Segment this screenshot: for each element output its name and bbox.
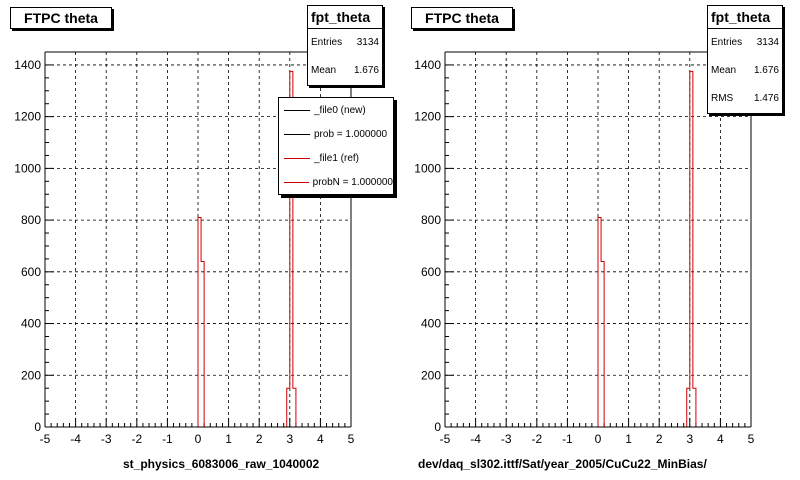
y-tick-label: 1400 bbox=[14, 58, 41, 72]
legend: _file0 (new) prob = 1.000000 _file1 (ref… bbox=[278, 97, 394, 195]
y-tick-label: 0 bbox=[34, 420, 41, 434]
legend-label: probN = 1.000000 bbox=[312, 176, 393, 188]
x-tick-label: -4 bbox=[470, 432, 481, 446]
x-tick-label: 3 bbox=[686, 432, 693, 446]
right-stats-rms: 1.476 bbox=[753, 93, 779, 104]
legend-swatch bbox=[284, 133, 310, 135]
histogram-bin bbox=[293, 388, 296, 427]
y-tick-label: 800 bbox=[21, 213, 41, 227]
legend-entry: probN = 1.000000 bbox=[279, 170, 393, 194]
y-tick-label: 200 bbox=[21, 368, 41, 382]
legend-label: _file1 (ref) bbox=[314, 152, 360, 164]
x-tick-label: 3 bbox=[286, 432, 293, 446]
left-stats-entries: 3134 bbox=[356, 37, 379, 48]
y-tick-label: 1200 bbox=[14, 110, 41, 124]
x-tick-label: 0 bbox=[195, 432, 202, 446]
histogram-series bbox=[445, 70, 751, 428]
histogram-bin bbox=[690, 71, 693, 427]
left-stats-mean: 1.676 bbox=[353, 65, 379, 76]
legend-entry: prob = 1.000000 bbox=[279, 122, 393, 146]
left-histogram-title: FTPC theta bbox=[10, 7, 112, 29]
histogram-bin bbox=[687, 388, 690, 427]
x-tick-label: 5 bbox=[348, 432, 355, 446]
x-tick-label: 5 bbox=[748, 432, 755, 446]
x-tick-label: -3 bbox=[101, 432, 112, 446]
y-tick-label: 800 bbox=[421, 213, 441, 227]
right-stats-mean: 1.676 bbox=[753, 65, 779, 76]
y-tick-label: 400 bbox=[421, 317, 441, 331]
right-stats-name: fpt_theta bbox=[708, 6, 782, 29]
x-tick-label: 1 bbox=[625, 432, 632, 446]
right-histogram-pad: -5 -4 -3 -2 -1 0 1 2 3 4 5 0 200 400 600 800 1000 1200 140… bbox=[400, 0, 800, 480]
left-stats-mean-label: Mean bbox=[311, 65, 337, 76]
x-tick-label: 2 bbox=[256, 432, 263, 446]
histogram-bin bbox=[601, 261, 604, 427]
legend-swatch bbox=[284, 181, 309, 183]
y-tick-label: 1000 bbox=[14, 161, 41, 175]
histogram-bin bbox=[201, 261, 204, 427]
y-tick-label: 600 bbox=[21, 265, 41, 279]
x-tick-label: 4 bbox=[717, 432, 724, 446]
histogram-bin bbox=[198, 218, 201, 427]
right-histogram-title: FTPC theta bbox=[411, 7, 513, 29]
left-histogram-pad: -5 -4 -3 -2 -1 0 1 2 3 4 5 0 200 400 600 800 1000 1200 140… bbox=[0, 0, 400, 480]
x-tick-label: -2 bbox=[131, 432, 142, 446]
legend-entry: _file1 (ref) bbox=[279, 146, 393, 170]
right-stats-mean-label: Mean bbox=[711, 65, 737, 76]
left-x-axis-label: st_physics_6083006_raw_1040002 bbox=[123, 457, 320, 471]
y-tick-label: 1200 bbox=[414, 110, 441, 124]
right-stats-box: fpt_theta Entries 3134 Mean 1.676 RMS 1.476 bbox=[707, 5, 783, 114]
left-stats-name: fpt_theta bbox=[308, 6, 382, 29]
y-tick-label: 0 bbox=[434, 420, 441, 434]
y-tick-label: 1000 bbox=[414, 161, 441, 175]
left-stats-box: fpt_theta Entries 3134 Mean 1.676 bbox=[307, 5, 383, 86]
x-tick-label: 0 bbox=[595, 432, 602, 446]
left-stats-entries-label: Entries bbox=[311, 37, 343, 48]
y-tick-label: 400 bbox=[21, 317, 41, 331]
right-stats-entries-label: Entries bbox=[711, 37, 743, 48]
x-tick-label: -1 bbox=[162, 432, 173, 446]
y-tick-label: 200 bbox=[421, 368, 441, 382]
x-tick-label: -3 bbox=[501, 432, 512, 446]
y-tick-label: 600 bbox=[421, 265, 441, 279]
y-tick-label: 1400 bbox=[414, 58, 441, 72]
legend-label: _file0 (new) bbox=[314, 104, 366, 116]
x-tick-label: -2 bbox=[531, 432, 542, 446]
histogram-bin bbox=[287, 388, 290, 427]
legend-label: prob = 1.000000 bbox=[314, 128, 388, 140]
right-stats-rms-label: RMS bbox=[711, 93, 734, 104]
histogram-bin bbox=[598, 218, 601, 427]
x-tick-label: -4 bbox=[70, 432, 81, 446]
x-tick-label: -5 bbox=[40, 432, 51, 446]
legend-swatch bbox=[284, 109, 310, 111]
right-histogram-plot: -5 -4 -3 -2 -1 0 1 2 3 4 5 0 200 400 600 800 1000 1200 140… bbox=[414, 51, 755, 446]
legend-entry: _file0 (new) bbox=[279, 98, 393, 122]
legend-swatch bbox=[284, 157, 310, 159]
x-tick-label: 2 bbox=[656, 432, 663, 446]
x-tick-label: 1 bbox=[225, 432, 232, 446]
histogram-bin bbox=[693, 388, 696, 427]
histogram-series bbox=[45, 70, 351, 428]
right-x-axis-label: dev/daq_sl302.ittf/Sat/year_2005/CuCu22_… bbox=[418, 457, 707, 471]
x-tick-label: 4 bbox=[317, 432, 324, 446]
x-tick-label: -1 bbox=[562, 432, 573, 446]
x-tick-label: -5 bbox=[440, 432, 451, 446]
right-stats-entries: 3134 bbox=[756, 37, 779, 48]
